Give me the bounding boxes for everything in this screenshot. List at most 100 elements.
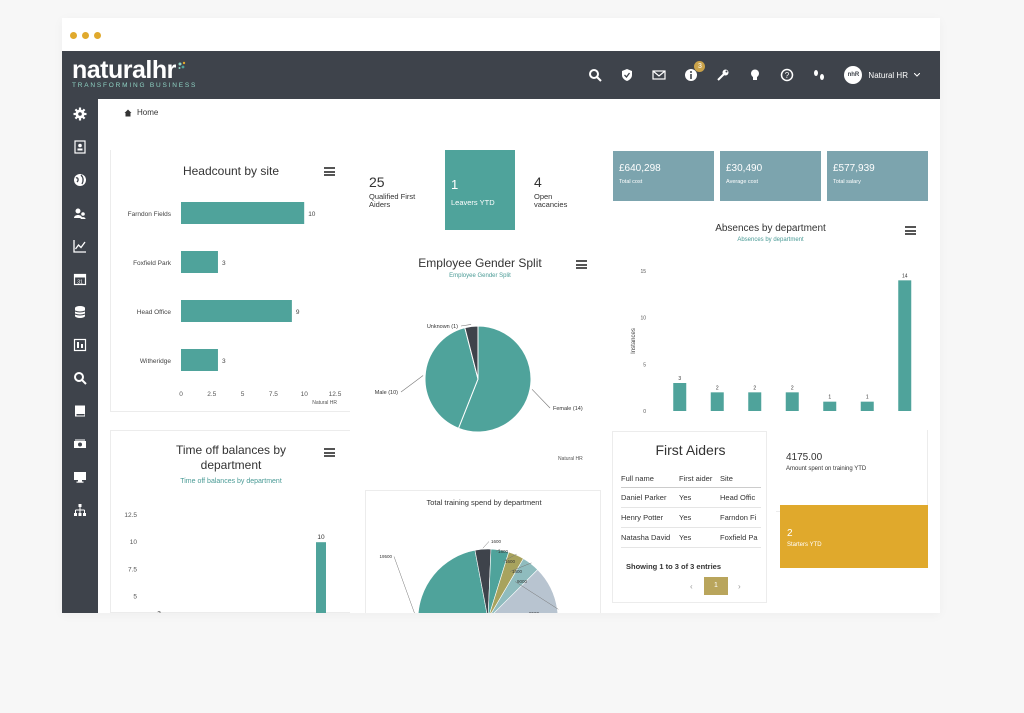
app-window: naturalhr TRANSFORMING BUSINESS 3 ? nhR …	[62, 18, 940, 613]
pie-slice-label: Female (14)	[553, 406, 583, 412]
user-menu[interactable]: nhR Natural HR	[844, 66, 920, 84]
hamburger-menu-icon[interactable]	[905, 226, 916, 235]
bar-value-label: 3	[678, 376, 681, 382]
timeoff-subtitle: Time off balances by department	[180, 478, 282, 485]
pie-leader-line	[531, 389, 551, 409]
average-cost-label: Average cost	[726, 179, 759, 185]
table-cell: Yes	[679, 487, 720, 508]
table-info: Showing 1 to 3 of 3 entries	[626, 562, 722, 571]
x-tick-label: 12.5	[329, 391, 342, 398]
hierarchy-icon[interactable]	[73, 503, 87, 517]
pie-leader-line	[502, 553, 517, 562]
monitor-icon[interactable]	[73, 470, 87, 484]
book-icon[interactable]	[73, 404, 87, 418]
open-vacancies-label: Open vacancies	[534, 192, 568, 209]
money-icon[interactable]	[73, 437, 87, 451]
qualified-first-aiders-label: Qualified First Aiders	[369, 192, 416, 209]
starters-ytd-tile[interactable]: 2 Starters YTD	[780, 505, 928, 568]
x-tick-label: 10	[301, 391, 309, 398]
footprints-icon[interactable]	[812, 68, 826, 82]
bar-category-label: Witheridge	[140, 358, 171, 365]
table-row[interactable]: Natasha David Yes Foxfield Pa	[621, 527, 761, 548]
y-tick-label: 12.5	[124, 512, 137, 519]
hamburger-menu-icon[interactable]	[324, 167, 335, 176]
pie-leader-line	[393, 556, 415, 613]
training-amount-value: 4175.00	[786, 452, 823, 463]
pie-leader-line	[509, 562, 532, 572]
hamburger-menu-icon[interactable]	[576, 260, 587, 269]
breadcrumb-home[interactable]: Home	[137, 108, 159, 117]
search-icon[interactable]	[588, 68, 603, 82]
search-icon[interactable]	[73, 371, 87, 385]
globe-icon[interactable]	[73, 173, 87, 187]
column-header-first-aider[interactable]: First aider	[679, 470, 720, 488]
minimize-dot[interactable]	[82, 32, 89, 39]
database-icon[interactable]	[73, 305, 87, 319]
logo-tagline: TRANSFORMING BUSINESS	[72, 82, 198, 89]
table-row[interactable]: Henry Potter Yes Farndon Fi	[621, 507, 761, 528]
pie-slice	[424, 327, 479, 429]
chart-credit: Natural HR	[312, 400, 337, 406]
total-salary-label: Total salary	[833, 179, 861, 185]
shield-icon[interactable]	[620, 68, 634, 82]
bar-value-label: 9	[296, 309, 300, 316]
users-icon[interactable]	[73, 206, 87, 220]
leavers-ytd-tile[interactable]: 1 Leavers YTD	[445, 150, 515, 230]
column-header-site[interactable]: Site	[720, 470, 761, 488]
y-tick-label: 5	[133, 594, 137, 601]
starters-ytd-value: 2	[787, 528, 793, 539]
first-aiders-table: Full name First aider Site Daniel Parker…	[621, 470, 761, 548]
leaf-icon	[178, 61, 186, 69]
first-aiders-card: First Aiders Full name First aider Site …	[612, 431, 767, 603]
y-axis-label: Instances	[631, 328, 637, 354]
pie-slice-label: 1600	[491, 539, 502, 544]
chart-credit: Natural HR	[558, 456, 583, 462]
pie-slice-label: 1800	[498, 549, 509, 554]
line-chart-icon[interactable]	[73, 239, 87, 253]
bar-value-label: 1	[828, 395, 831, 401]
gear-icon[interactable]	[73, 107, 87, 121]
training-amount-label: Amount spent on training YTD	[786, 466, 867, 472]
table-cell: Farndon Fi	[720, 507, 761, 528]
maximize-dot[interactable]	[94, 32, 101, 39]
absences-card: Absences by department Absences by depar…	[613, 216, 928, 416]
hamburger-menu-icon[interactable]	[324, 448, 335, 457]
total-cost-value: £640,298	[619, 163, 661, 174]
column-header-name[interactable]: Full name	[621, 470, 679, 488]
help-icon[interactable]: ?	[780, 68, 794, 82]
window-controls	[70, 32, 101, 39]
close-dot[interactable]	[70, 32, 77, 39]
calendar-icon[interactable]: 31	[73, 272, 87, 286]
tools-icon[interactable]	[716, 68, 730, 82]
logo[interactable]: naturalhr TRANSFORMING BUSINESS	[72, 57, 197, 89]
id-card-icon[interactable]	[73, 140, 87, 154]
breadcrumb: Home	[124, 108, 158, 117]
bar-value-label: 3	[157, 610, 161, 613]
total-cost-tile[interactable]: £640,298 Total cost	[613, 151, 714, 201]
bar	[748, 392, 762, 411]
top-navigation-bar: naturalhr TRANSFORMING BUSINESS 3 ? nhR …	[62, 51, 940, 99]
leavers-ytd-label: Leavers YTD	[451, 198, 495, 207]
pager-next-button[interactable]: ›	[738, 582, 741, 591]
bar-value-label: 1	[866, 395, 869, 401]
org-chart-icon[interactable]	[73, 338, 87, 352]
pager-page-button[interactable]: 1	[704, 577, 728, 595]
table-row[interactable]: Daniel Parker Yes Head Offic	[621, 487, 761, 508]
info-icon[interactable]: 3	[684, 61, 706, 82]
headcount-title: Headcount by site	[182, 164, 280, 178]
pie-slice-label: 1600	[505, 559, 516, 564]
table-header-row: Full name First aider Site	[621, 470, 761, 488]
home-icon[interactable]	[124, 109, 132, 117]
bar-value-label: 2	[716, 385, 719, 391]
pager-prev-button[interactable]: ‹	[690, 582, 693, 591]
headcount-card: Headcount by site Farndon Fields 10 Foxfie…	[110, 150, 350, 412]
pie-slice-label: Male (10)	[375, 390, 398, 396]
lightbulb-icon[interactable]	[748, 68, 762, 82]
y-tick-label: 10	[640, 316, 646, 322]
bar-value-label: 2	[791, 385, 794, 391]
total-salary-tile[interactable]: £577,939 Total salary	[827, 151, 928, 201]
table-cell: Foxfield Pa	[720, 527, 761, 548]
mail-icon[interactable]	[652, 68, 667, 82]
average-cost-tile[interactable]: £30,490 Average cost	[720, 151, 821, 201]
pie-slice-label: 1800	[512, 569, 523, 574]
